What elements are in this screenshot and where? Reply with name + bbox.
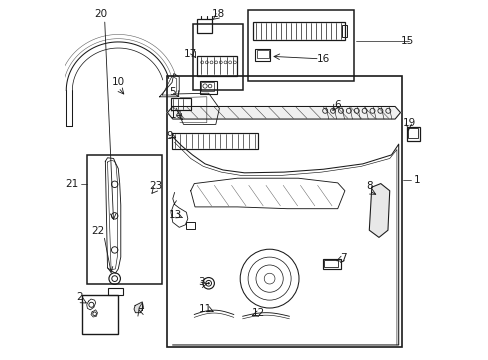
Polygon shape <box>134 302 143 313</box>
Bar <box>407 129 417 138</box>
Text: 15: 15 <box>400 36 413 46</box>
Text: 12: 12 <box>252 309 265 318</box>
Bar <box>255 49 270 60</box>
Text: 1: 1 <box>413 175 420 185</box>
Text: 13: 13 <box>169 210 182 220</box>
Text: 20: 20 <box>94 9 107 19</box>
Text: 5: 5 <box>169 87 176 97</box>
Text: 2: 2 <box>76 292 82 302</box>
Bar <box>82 295 118 334</box>
Text: 8: 8 <box>365 181 372 192</box>
Text: 16: 16 <box>316 54 329 64</box>
Bar <box>186 222 195 229</box>
Text: 4: 4 <box>137 303 143 314</box>
Bar <box>201 82 214 91</box>
Text: 11: 11 <box>198 304 211 314</box>
Polygon shape <box>368 184 389 237</box>
Text: 3: 3 <box>198 277 204 287</box>
Text: 18: 18 <box>212 9 225 19</box>
Bar <box>86 155 162 284</box>
Bar <box>406 127 419 140</box>
Bar <box>342 25 346 37</box>
Text: 23: 23 <box>149 181 162 192</box>
Bar <box>197 56 237 76</box>
Bar <box>247 10 353 81</box>
Text: 10: 10 <box>111 77 124 87</box>
Bar <box>171 98 190 110</box>
Bar <box>192 24 242 90</box>
Bar <box>256 50 268 58</box>
Text: 6: 6 <box>334 100 340 110</box>
Bar <box>167 76 402 347</box>
Bar <box>172 133 258 149</box>
Bar <box>322 259 340 269</box>
Text: 19: 19 <box>402 118 415 128</box>
Bar <box>324 260 338 267</box>
Text: 21: 21 <box>65 179 79 189</box>
Text: 9: 9 <box>165 131 172 141</box>
Text: 17: 17 <box>183 49 196 59</box>
Circle shape <box>207 283 209 284</box>
Bar <box>197 19 212 33</box>
Polygon shape <box>167 107 400 119</box>
Text: 22: 22 <box>91 226 104 236</box>
Text: 7: 7 <box>339 253 346 263</box>
Bar <box>107 288 122 296</box>
Bar <box>199 81 217 94</box>
Bar <box>253 22 344 40</box>
Text: 14: 14 <box>169 110 183 120</box>
